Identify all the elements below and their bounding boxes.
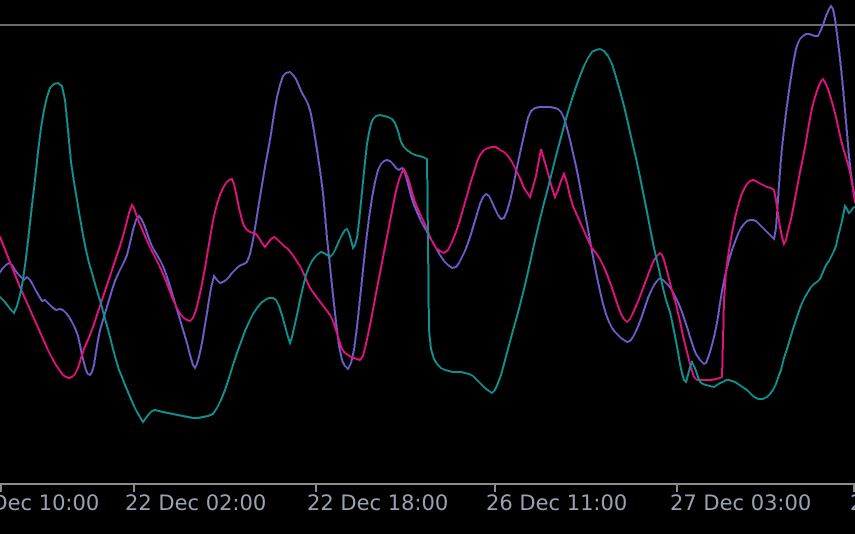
x-axis-tick <box>494 483 496 492</box>
x-axis-tick <box>133 483 135 492</box>
series-line-pink <box>0 77 855 381</box>
series-line-purple <box>0 4 855 377</box>
x-axis-line <box>0 483 855 485</box>
x-axis-tick <box>0 483 2 492</box>
x-axis-tick <box>853 483 855 492</box>
x-axis-tick <box>315 483 317 492</box>
x-axis-tick <box>676 483 678 492</box>
series-line-teal <box>0 47 855 424</box>
top-gridline <box>0 24 855 26</box>
